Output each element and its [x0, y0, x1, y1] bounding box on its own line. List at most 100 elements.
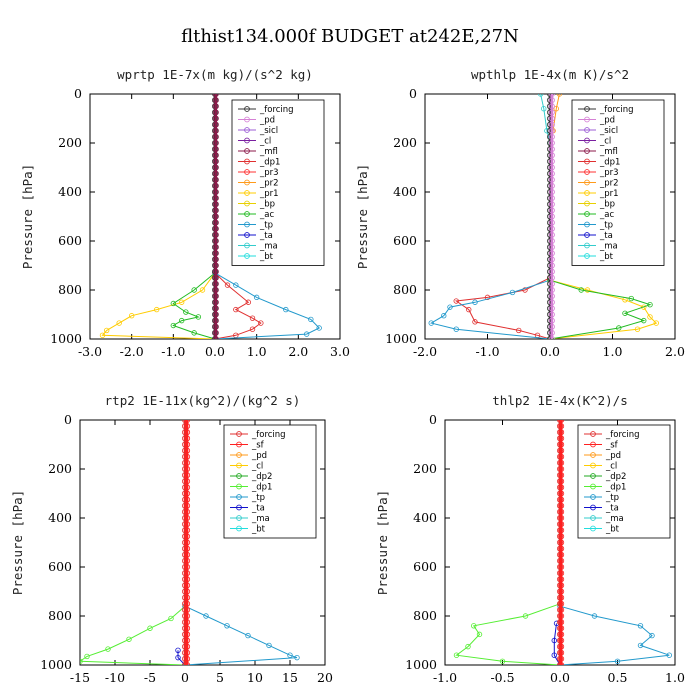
legend-marker: [244, 137, 250, 144]
series-marker: [548, 188, 555, 195]
y-tick-label: 200: [48, 461, 72, 476]
series-marker: [447, 304, 453, 310]
series-marker: [548, 170, 555, 177]
series-marker: [548, 139, 555, 146]
panel-2: wpthlp 1E-4x(m K)/s^2 Pressure [hPa] -2.0 -…: [355, 67, 685, 359]
series-marker: [184, 533, 191, 540]
legend-marker: [244, 116, 250, 123]
series-marker: [199, 287, 206, 293]
series-marker: [558, 453, 565, 460]
legend-marker: [244, 190, 250, 196]
series-marker: [258, 320, 264, 326]
series-marker: [558, 655, 565, 662]
legend-entry: _cl: [259, 137, 271, 147]
legend-entry: _pr2: [599, 179, 619, 189]
series-marker: [634, 326, 641, 332]
series-marker: [558, 600, 565, 607]
series-marker: [558, 521, 565, 528]
y-tick-label: 200: [393, 135, 417, 150]
series-line-dp1g: [455, 603, 561, 665]
series-marker: [184, 521, 191, 528]
series-marker: [182, 662, 188, 665]
series-marker: [212, 323, 219, 330]
series-marker: [212, 94, 219, 97]
series-marker: [548, 127, 555, 134]
series-marker: [184, 606, 191, 613]
series-marker: [558, 643, 565, 650]
legend-entry: _forcing: [251, 430, 286, 440]
y-tick-label: 800: [413, 608, 437, 623]
panels: wprtp 1E-7x(m kg)/(s^2 kg) Pressure [hPa]…: [10, 67, 685, 685]
legend-entry: _pd: [605, 451, 621, 461]
series-line-tp: [429, 279, 551, 339]
x-tick-label: 15: [282, 670, 298, 685]
series-marker: [195, 314, 202, 320]
legend-entry: _pd: [251, 451, 267, 461]
series-marker: [548, 109, 555, 116]
series-marker: [191, 287, 197, 293]
series-marker: [212, 317, 219, 324]
series-marker: [212, 311, 219, 318]
series-line-ma: [540, 94, 551, 144]
series-marker: [303, 331, 310, 337]
x-tick-label: -1.0: [433, 670, 457, 685]
series-marker: [558, 613, 565, 620]
y-tick-label: 800: [48, 608, 72, 623]
series-marker: [558, 631, 565, 638]
series-marker: [484, 294, 491, 301]
legend-entry: _mfl: [599, 147, 618, 157]
series-marker: [558, 576, 565, 583]
series-marker: [558, 637, 565, 644]
series-marker: [548, 94, 555, 97]
series-marker: [522, 287, 528, 293]
series-marker: [548, 207, 555, 214]
series-marker: [548, 201, 555, 208]
legend-entry: _bp: [599, 200, 615, 210]
y-tick-label: 400: [393, 184, 417, 199]
series-marker: [548, 146, 555, 153]
series-marker: [548, 97, 555, 104]
series-marker: [184, 472, 191, 479]
series-line-dp1g: [80, 605, 186, 665]
panel-title: wpthlp 1E-4x(m K)/s^2: [471, 67, 629, 82]
series-marker: [212, 170, 219, 177]
series-group: [453, 420, 672, 665]
series-marker: [212, 280, 219, 287]
series-marker: [212, 182, 219, 189]
series-marker: [548, 195, 555, 202]
y-tick-label: 1000: [40, 657, 72, 672]
legend-marker: [236, 462, 242, 469]
series-marker: [466, 306, 472, 313]
series-marker: [558, 564, 565, 571]
series-marker: [558, 606, 565, 613]
series-marker: [168, 615, 174, 622]
series-group: [80, 420, 300, 665]
legend-entry: _bt: [251, 525, 266, 535]
series-marker: [184, 490, 191, 497]
series-marker: [287, 652, 293, 658]
series-marker: [184, 625, 191, 632]
series-marker: [103, 327, 110, 334]
series-marker: [212, 219, 219, 226]
series-marker: [212, 268, 219, 275]
x-tick-label: -0.5: [490, 670, 514, 685]
series-marker: [184, 447, 191, 454]
series-marker: [212, 250, 219, 257]
x-tick-label: -5: [144, 670, 156, 685]
legend-entry: _dp2: [605, 472, 626, 482]
legend-entry: _bt: [259, 252, 274, 262]
legend: _forcing_pd_sicl_cl_mfl_dp1_pr3_pr2_pr1_…: [231, 99, 325, 266]
series-marker: [558, 420, 565, 423]
x-tick-label: 1.0: [603, 344, 623, 359]
legend-marker: [244, 211, 250, 217]
series-marker: [558, 557, 565, 564]
series-marker: [212, 213, 219, 220]
series-marker: [266, 642, 272, 649]
series-marker: [212, 237, 219, 244]
series-marker: [548, 231, 555, 238]
series-marker: [212, 256, 219, 263]
legend-marker: [590, 525, 596, 532]
series-marker: [224, 623, 230, 629]
series-marker: [212, 231, 219, 238]
series-marker: [294, 654, 300, 661]
